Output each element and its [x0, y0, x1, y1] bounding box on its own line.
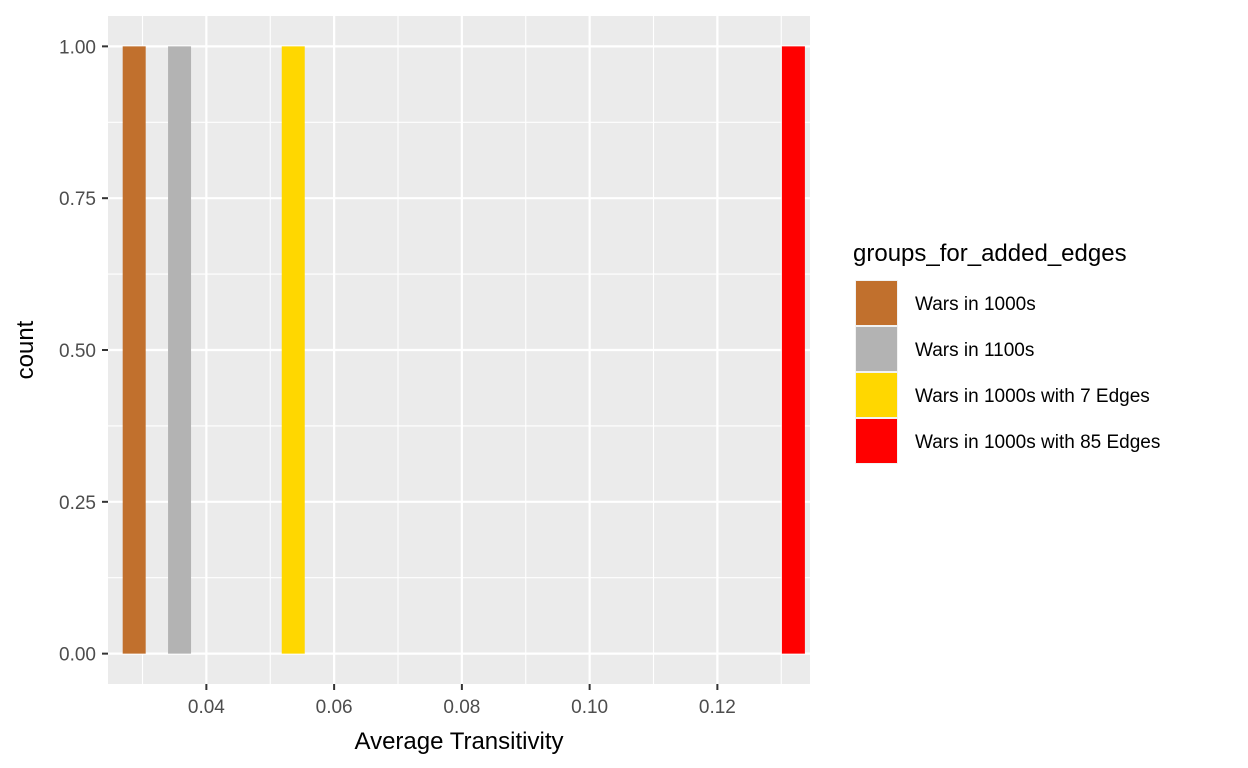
x-axis-title: Average Transitivity [355, 728, 564, 755]
bar-3 [281, 46, 305, 654]
y-tick-label: 0.00 [59, 645, 96, 666]
legend-swatch [856, 419, 897, 463]
legend-swatch [856, 327, 897, 371]
x-tick-label: 0.10 [571, 697, 608, 718]
y-tick-label: 0.25 [59, 493, 96, 514]
x-axis: 0.04 0.06 0.08 0.10 0.12 [188, 684, 736, 718]
bar-4 [781, 46, 805, 654]
x-tick-label: 0.12 [699, 697, 736, 718]
legend-swatch [856, 373, 897, 417]
legend: groups_for_added_edges Wars in 1000s Wars… [853, 240, 1160, 464]
legend-label: Wars in 1000s [915, 294, 1036, 315]
bars [122, 46, 805, 654]
legend-title: groups_for_added_edges [853, 240, 1127, 267]
grid-major [108, 16, 810, 684]
bar-2 [168, 46, 192, 654]
legend-swatch [856, 281, 897, 325]
y-tick-label: 1.00 [59, 37, 96, 58]
y-tick-label: 0.50 [59, 341, 96, 362]
x-tick-label: 0.06 [316, 697, 353, 718]
x-tick-label: 0.08 [443, 697, 480, 718]
bar-1 [122, 46, 146, 654]
y-axis: 0.00 0.25 0.50 0.75 1.00 [59, 37, 108, 666]
x-tick-label: 0.04 [188, 697, 225, 718]
legend-label: Wars in 1000s with 7 Edges [915, 386, 1150, 407]
legend-label: Wars in 1000s with 85 Edges [915, 432, 1160, 453]
y-axis-title: count [12, 320, 39, 379]
legend-label: Wars in 1100s [915, 340, 1034, 361]
y-tick-label: 0.75 [59, 189, 96, 210]
